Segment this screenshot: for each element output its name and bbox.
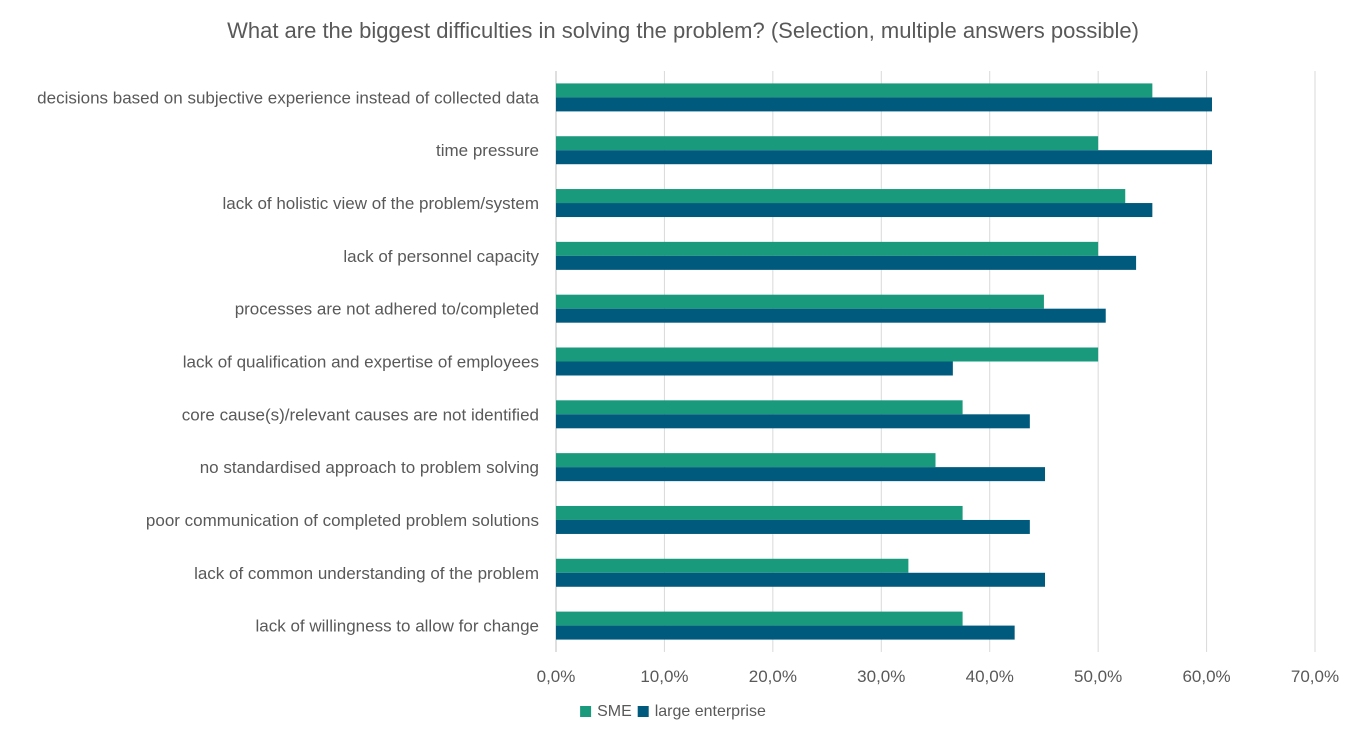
bar-large-enterprise: [556, 150, 1212, 165]
bar-large-enterprise: [556, 361, 953, 376]
x-tick-label: 20,0%: [749, 667, 797, 686]
category-label: lack of willingness to allow for change: [256, 617, 539, 636]
bar-large-enterprise: [556, 203, 1153, 218]
bars: [556, 83, 1212, 640]
bar-sme: [556, 83, 1153, 98]
bar-large-enterprise: [556, 519, 1030, 534]
x-tick-label: 30,0%: [857, 667, 905, 686]
category-label: core cause(s)/relevant causes are not id…: [182, 405, 539, 424]
x-axis-tick-labels: 0,0% 10,0% 20,0% 30,0% 40,0% 50,0% 60,0% 70,0%: [537, 667, 1339, 686]
legend-swatch: [580, 706, 592, 717]
bar-sme: [556, 611, 963, 626]
legend-swatch: [637, 706, 649, 717]
bar-sme: [556, 189, 1126, 204]
bar-sme: [556, 453, 936, 468]
category-label: time pressure: [436, 141, 539, 160]
bar-large-enterprise: [556, 414, 1030, 429]
category-label: poor communication of completed problem …: [146, 511, 539, 530]
bar-sme: [556, 347, 1099, 362]
bar-sme: [556, 400, 963, 415]
bar-large-enterprise: [556, 97, 1212, 112]
category-label: lack of qualification and expertise of e…: [183, 353, 539, 372]
bar-large-enterprise: [556, 625, 1015, 640]
legend-label: SME: [597, 703, 632, 720]
bar-sme: [556, 136, 1099, 151]
bar-sme: [556, 294, 1044, 309]
category-label: lack of holistic view of the problem/sys…: [222, 194, 539, 213]
category-labels: decisions based on subjective experience…: [37, 88, 539, 635]
bar-sme: [556, 241, 1099, 256]
x-tick-label: 10,0%: [640, 667, 688, 686]
bar-large-enterprise: [556, 255, 1137, 270]
category-label: lack of personnel capacity: [343, 247, 539, 266]
x-tick-label: 50,0%: [1074, 667, 1122, 686]
category-label: decisions based on subjective experience…: [37, 88, 539, 107]
bar-large-enterprise: [556, 572, 1046, 587]
x-tick-label: 60,0%: [1182, 667, 1230, 686]
x-tick-label: 40,0%: [966, 667, 1014, 686]
category-label: lack of common understanding of the prob…: [194, 564, 539, 583]
bar-large-enterprise: [556, 308, 1106, 323]
legend: SME large enterprise: [580, 703, 766, 720]
x-tick-label: 0,0%: [537, 667, 576, 686]
bar-sme: [556, 558, 909, 573]
bar-sme: [556, 505, 963, 520]
bar-large-enterprise: [556, 467, 1046, 482]
legend-label: large enterprise: [655, 703, 766, 720]
category-label: processes are not adhered to/completed: [235, 300, 539, 319]
x-tick-label: 70,0%: [1291, 667, 1339, 686]
category-label: no standardised approach to problem solv…: [200, 458, 539, 477]
chart-title: What are the biggest difficulties in sol…: [227, 18, 1139, 43]
